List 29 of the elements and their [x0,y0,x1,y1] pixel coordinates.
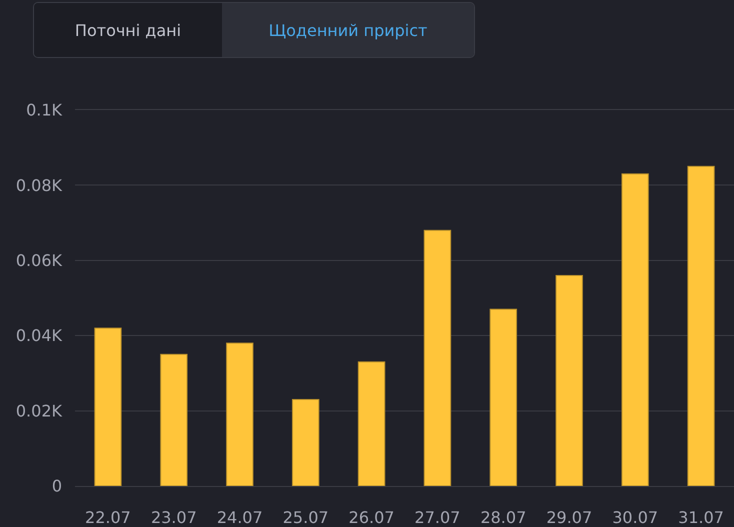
y-tick-label: 0.08K [16,176,62,195]
x-tick-label: 25.07 [282,508,329,527]
bar [687,166,715,486]
bar [490,308,518,486]
x-tick-label: 26.07 [348,508,394,527]
tab: Поточні дані [34,3,222,57]
x-tick-label: 22.07 [85,508,131,527]
x-tick-label: 29.07 [546,508,592,527]
x-tick-label: 24.07 [216,508,263,527]
bar [160,354,188,486]
x-tick-label: 27.07 [414,508,460,527]
bar [358,361,386,486]
y-tick-label: 0.06K [16,251,62,270]
bar [424,230,452,486]
bar [94,328,122,486]
chart-title: Щоденний приріст [268,20,428,40]
y-tick-label: 0.04K [16,326,62,346]
bar [621,173,649,486]
y-tick-label: 0.02K [16,401,62,420]
x-tick-label: 23.07 [150,508,197,527]
x-tick-label: 30.07 [612,508,658,527]
x-tick-label: 28.07 [480,508,526,527]
y-tick-label: 0 [52,476,62,496]
x-tick-label: 31.07 [678,508,724,527]
y-tick-label: 0.1K [26,100,63,120]
bar [556,274,583,486]
active-tab: Щоденний приріст [222,3,474,57]
bar [292,399,320,486]
bar [226,342,254,486]
